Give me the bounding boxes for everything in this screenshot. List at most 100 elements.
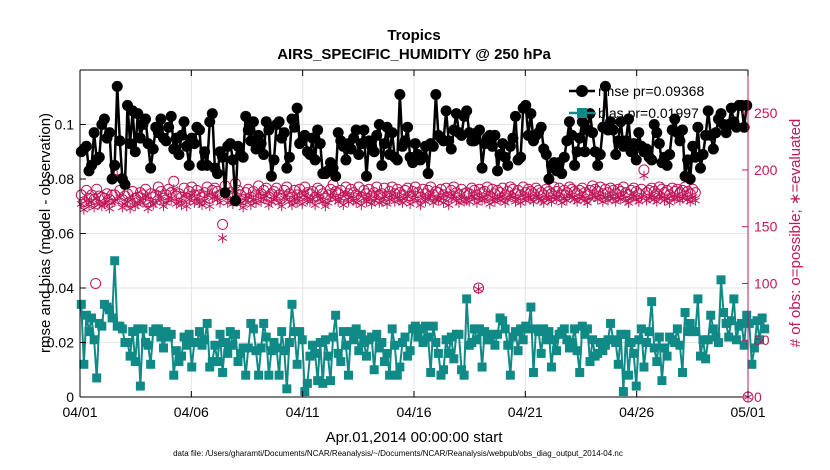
bias-point — [403, 351, 413, 361]
obs-evaluated-marker — [110, 196, 120, 207]
bias-point — [238, 343, 248, 353]
bias-point — [76, 299, 86, 309]
bias-point — [500, 324, 510, 334]
bias-point — [606, 318, 616, 328]
bias-point — [331, 310, 341, 320]
bias-point — [153, 324, 163, 334]
bias-point — [326, 376, 335, 386]
bias-point — [485, 335, 495, 345]
rmse-point — [669, 113, 681, 125]
rmse-point — [525, 108, 537, 120]
rmse-point — [281, 162, 293, 174]
bias-point — [333, 348, 343, 358]
bias-point — [649, 343, 659, 353]
y2-axis-label: # of obs: o=possible; ∗=evaluated — [787, 119, 804, 348]
x-tick-label: 04/16 — [396, 404, 431, 420]
rmse-point — [188, 138, 200, 150]
rmse-point — [312, 124, 324, 136]
bias-point — [87, 313, 97, 323]
bias-point — [233, 357, 243, 367]
bias-point — [647, 297, 657, 307]
rmse-point — [651, 127, 663, 139]
rmse-point — [707, 143, 719, 155]
obs-evaluated-marker — [125, 203, 135, 214]
bias-point — [539, 324, 549, 334]
bias-point — [159, 343, 168, 353]
bias-point — [477, 362, 487, 372]
bias-point — [367, 332, 377, 342]
bias-point — [272, 343, 282, 353]
bias-point — [397, 338, 407, 347]
rmse-point — [132, 108, 144, 120]
bias-point — [84, 327, 94, 337]
bias-point — [228, 340, 238, 350]
rmse-point — [630, 154, 642, 166]
bias-point — [328, 332, 338, 342]
obs-evaluated-marker — [652, 196, 662, 207]
bias-point — [462, 294, 472, 304]
rmse-point — [265, 170, 277, 182]
bias-point — [184, 329, 194, 339]
legend-bias-label: bias pr=0.01997 — [598, 105, 699, 121]
bias-point — [176, 351, 186, 361]
rmse-point — [360, 170, 372, 182]
obs-evaluated-marker — [138, 197, 148, 208]
y-tick-label: 0.08 — [47, 171, 74, 187]
rmse-point — [486, 140, 498, 152]
obs-evaluated-marker — [277, 201, 287, 212]
bias-point — [387, 324, 397, 334]
bias-point — [395, 362, 405, 372]
bias-point — [523, 324, 533, 334]
bias-point — [747, 359, 757, 369]
rmse-point — [263, 124, 275, 136]
rmse-point — [607, 124, 619, 136]
bias-point — [572, 346, 582, 356]
bias-point — [652, 357, 662, 367]
bias-point — [343, 370, 353, 380]
bias-point — [670, 338, 680, 347]
bias-point — [300, 387, 310, 397]
legend-bias-marker — [577, 108, 587, 118]
bias-point — [279, 346, 289, 356]
obs-evaluated-marker — [128, 194, 138, 205]
bias-point — [89, 335, 99, 345]
rmse-point — [461, 105, 473, 117]
x-tick-label: 04/06 — [174, 404, 209, 420]
rmse-point — [283, 151, 295, 163]
bias-point — [544, 327, 554, 337]
bias-point — [323, 351, 333, 361]
rmse-point — [145, 162, 157, 174]
rmse-point — [291, 102, 303, 114]
bias-point — [377, 338, 387, 347]
obs-evaluated-marker — [140, 191, 151, 202]
rmse-point — [206, 108, 218, 120]
rmse-point — [576, 116, 588, 128]
bias-point — [475, 324, 485, 334]
bias-point — [675, 340, 685, 350]
bias-point — [320, 335, 330, 345]
bias-point — [559, 324, 569, 334]
bias-point — [585, 357, 595, 367]
obs-evaluated-marker — [282, 189, 292, 200]
bias-point — [130, 357, 140, 367]
obs-evaluated-marker — [372, 189, 382, 200]
rmse-point — [571, 146, 583, 158]
rmse-point — [653, 138, 665, 150]
rmse-point — [175, 129, 187, 141]
bias-point — [133, 324, 143, 334]
rmse-point — [111, 80, 123, 92]
obs-evaluated-marker — [444, 200, 454, 211]
rmse-point — [219, 187, 231, 199]
bias-point — [731, 335, 741, 345]
bias-point — [621, 329, 631, 339]
rmse-point — [623, 113, 635, 125]
rmse-point — [229, 195, 241, 207]
bias-point — [683, 327, 693, 337]
obs-evaluated-marker — [554, 191, 564, 202]
obs-evaluated-marker — [182, 201, 192, 212]
bias-point — [616, 329, 626, 339]
legend-rmse-label: rmse pr=0.09368 — [598, 83, 704, 99]
chart-title: Tropics — [387, 27, 440, 44]
bias-point — [220, 338, 230, 347]
bias-point — [174, 357, 184, 367]
